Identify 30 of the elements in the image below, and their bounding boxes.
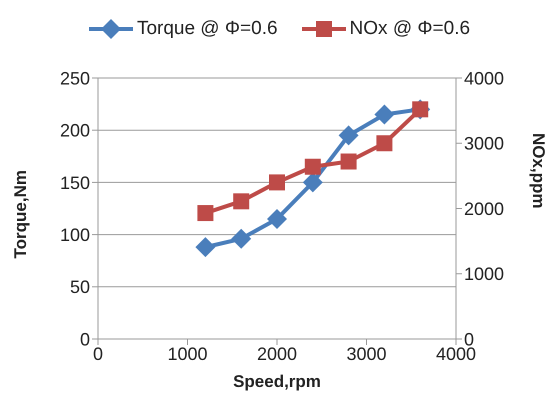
point [231, 228, 252, 249]
x-tick-label: 1000 [167, 344, 208, 364]
y-tick-label: 50 [70, 277, 90, 298]
y-tick-label: 0 [80, 329, 90, 350]
point [267, 208, 287, 229]
y2-axis-title: NOx,ppm [528, 132, 548, 208]
point [376, 135, 392, 152]
point [340, 154, 357, 170]
point [374, 104, 394, 125]
y2-tick-label: 4000 [464, 68, 504, 88]
y2-tick-label: 2000 [464, 198, 504, 219]
point [197, 205, 214, 222]
y-axis-title: Torque,Nm [11, 170, 30, 258]
y-tick-label: 150 [60, 172, 90, 193]
y-tick-label: 100 [60, 224, 90, 245]
x-tick-label: 0 [92, 344, 104, 364]
point [304, 158, 321, 175]
x-tick-label: 2000 [256, 344, 298, 364]
x-axis-title: Speed,rpm [233, 372, 321, 391]
point [338, 125, 359, 146]
y-tick-label: 250 [60, 68, 90, 88]
legend-label: NOx @ Φ=0.6 [350, 18, 470, 40]
x-tick-label: 3000 [346, 344, 387, 364]
y2-tick-label: 3000 [464, 134, 504, 154]
y2-tick-label: 1000 [464, 264, 504, 284]
y-tick-label: 200 [60, 120, 90, 141]
legend-label: Torque @ Φ=0.6 [136, 18, 278, 40]
point [233, 193, 250, 210]
point [195, 237, 216, 258]
point [269, 174, 285, 190]
